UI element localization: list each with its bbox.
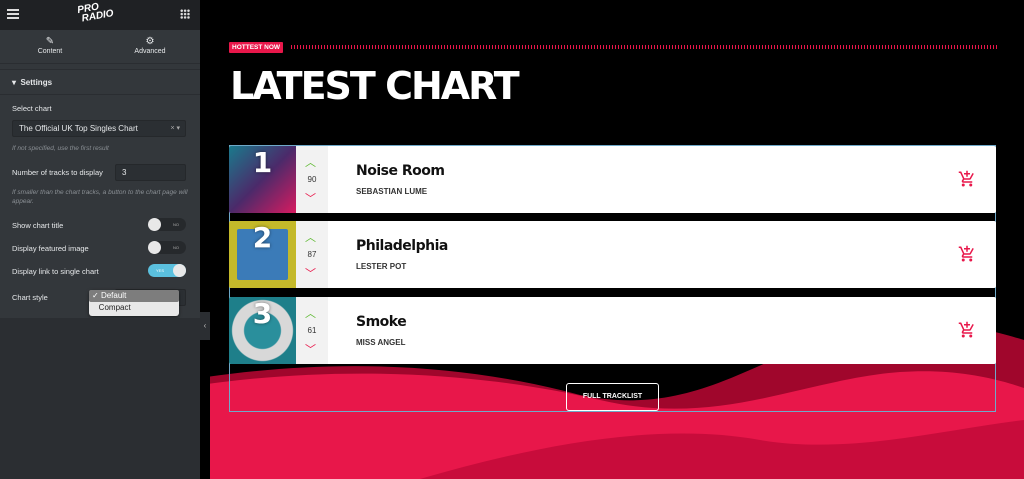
chart-style-label: Chart style [12,293,48,302]
pencil-icon: ✎ [45,36,55,47]
cover-image [237,229,288,280]
clear-chevron-icon[interactable]: × ▾ [170,125,180,132]
featured-image-toggle[interactable]: NO [148,241,186,254]
settings-section-toggle[interactable]: ▾ Settings [0,69,200,95]
track-row: 2 ︿ 87 ﹀ Philadelphia LESTER POT [229,221,996,288]
vote-down-icon[interactable]: ﹀ [305,268,316,280]
track-title[interactable]: Philadelphia [356,238,448,254]
menu-icon[interactable] [7,9,19,19]
vote-up-icon[interactable]: ︿ [305,157,316,169]
track-title[interactable]: Noise Room [356,163,445,179]
vote-down-icon[interactable]: ﹀ [305,344,316,356]
add-to-cart-icon[interactable] [958,245,976,263]
track-title[interactable]: Smoke [356,314,407,330]
preview-area: HOTTEST NOW LATEST CHART 1 ︿ 90 ﹀ Noise Ro… [210,0,1024,479]
num-tracks-input[interactable]: 3 [115,164,186,181]
single-link-toggle[interactable]: YES [148,264,186,277]
panel-footer [0,318,200,479]
track-row: 1 ︿ 90 ﹀ Noise Room SEBASTIAN LUME [229,146,996,213]
single-link-label: Display link to single chart [12,267,99,276]
editor-topbar: PRO RADIO [0,0,200,30]
select-chart-hint: If not specified, use the first result [12,145,109,152]
tab-content[interactable]: ✎ Content [0,30,100,63]
option-compact[interactable]: Compact [98,303,131,312]
vote-count: 61 [307,326,317,335]
cover-image [229,146,296,213]
full-tracklist-button[interactable]: FULL TRACKLIST [566,383,659,411]
page-title: LATEST CHART [230,64,520,108]
track-artist: LESTER POT [356,262,407,271]
vote-up-icon[interactable]: ︿ [305,232,316,244]
num-tracks-label: Number of tracks to display [12,168,103,177]
select-chart-field[interactable]: The Official UK Top Singles Chart × ▾ [12,120,186,137]
featured-image-label: Display featured image [12,244,89,253]
track-artist: MISS ANGEL [356,338,406,347]
vote-down-icon[interactable]: ﹀ [305,193,316,205]
num-tracks-hint: If smaller than the chart tracks, a butt… [12,189,188,205]
track-position: 3 [252,297,273,330]
add-to-cart-icon[interactable] [958,170,976,188]
vote-up-icon[interactable]: ︿ [305,308,316,320]
chart-style-dropdown: ✓ Default Compact [89,290,179,316]
collapse-panel-button[interactable]: ‹ [200,312,210,340]
dotted-divider [291,45,997,49]
show-title-label: Show chart title [12,221,64,230]
caret-down-icon: ▾ [12,78,17,87]
cover-image [229,297,296,364]
track-position: 2 [252,221,273,254]
apps-grid-icon[interactable] [180,9,190,19]
hottest-now-badge: HOTTEST NOW [229,42,284,53]
track-row: 3 ︿ 61 ﹀ Smoke MISS ANGEL [229,297,996,364]
option-default[interactable]: ✓ Default [89,290,179,302]
track-artist: SEBASTIAN LUME [356,187,428,196]
vote-count: 90 [307,175,317,184]
select-chart-label: Select chart [12,104,52,113]
show-title-toggle[interactable]: NO [148,218,186,231]
logo: PRO RADIO [76,1,115,25]
add-to-cart-icon[interactable] [958,321,976,339]
track-position: 1 [252,146,273,179]
tab-advanced[interactable]: ⚙ Advanced [100,30,200,63]
vote-count: 87 [307,250,317,259]
gear-icon: ⚙ [145,36,155,47]
